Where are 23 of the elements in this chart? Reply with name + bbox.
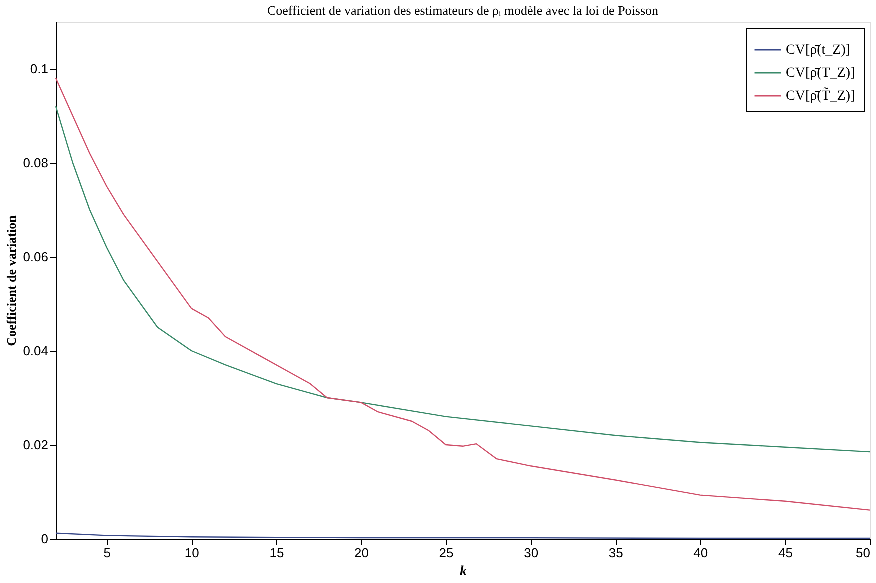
y-tick-label: 0.1 <box>30 62 48 76</box>
legend-label: CV[ρ̄(T_Z)] <box>786 66 856 81</box>
y-tick-label: 0.06 <box>23 250 48 264</box>
y-axis-title: Coefficient de variation <box>4 214 20 346</box>
x-tick-label: 25 <box>439 546 454 560</box>
x-tick-label: 10 <box>184 546 200 560</box>
x-tick-label: 15 <box>270 546 284 560</box>
legend-label: CV[ρ̄(t_Z)] <box>786 43 851 58</box>
x-tick-label: 50 <box>856 546 870 560</box>
x-tick-label: 5 <box>104 546 111 560</box>
line-series <box>55 106 871 453</box>
y-tick-label: 0.02 <box>23 438 48 452</box>
chart-title: Coefficient de variation des estimateurs de ρᵢ modèle avec la loi de Poisson <box>267 3 660 18</box>
x-tick-label: 30 <box>524 546 539 560</box>
x-tick-label: 20 <box>354 546 369 560</box>
y-tick-label: 0.04 <box>23 344 48 358</box>
y-tick-label: 0 <box>41 532 48 546</box>
x-tick-label: 35 <box>608 546 624 560</box>
x-axis-title: k <box>460 564 467 580</box>
legend-label: CV[ρ̄(T̃_Z)] <box>786 87 856 104</box>
y-tick-label: 0.08 <box>23 156 48 170</box>
x-tick-label: 45 <box>778 546 793 560</box>
x-tick-label: 40 <box>694 546 708 560</box>
